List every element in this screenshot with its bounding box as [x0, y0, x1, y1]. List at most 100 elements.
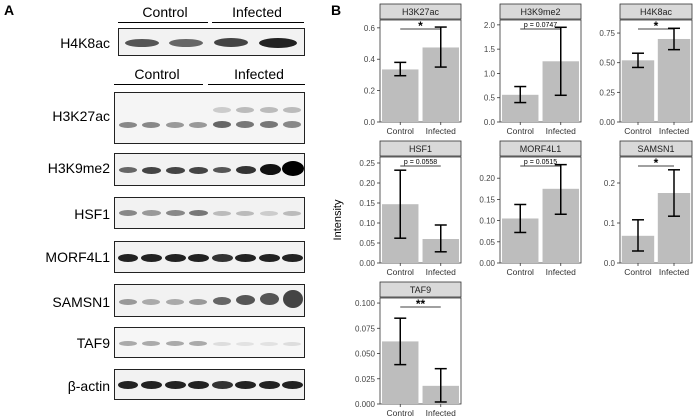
y-tick-label: 0.00 [599, 118, 615, 127]
x-tick-label: Control [507, 126, 535, 136]
facet-strip [499, 140, 582, 157]
facet-h4k8ac: H4K8ac 0.00 0.25 0.50 0.75 Control Infected * [599, 3, 693, 136]
facet-h3k9me2: H3K9me2 0.0 0.5 1.0 1.5 2.0 Control Infected p =… [484, 3, 582, 136]
x-tick-label: Control [624, 267, 652, 277]
facet-title: SAMSN1 [637, 144, 674, 154]
y-tick-label: 0.4 [364, 55, 376, 64]
y-tick-label: 1.0 [484, 69, 496, 78]
y-tick-label: 0.20 [479, 174, 495, 183]
facet-strip [619, 140, 693, 157]
y-tick-label: 0.50 [599, 59, 615, 68]
label-h3k9me2: H3K9me2 [47, 160, 110, 176]
facet-strip [379, 3, 462, 20]
label-beta-actin: β-actin [67, 378, 110, 394]
facet-title: HSF1 [409, 144, 432, 154]
blot-h3k9me2 [114, 153, 305, 186]
label-h3k27ac: H3K27ac [52, 108, 110, 124]
blot-morf4l1 [114, 241, 305, 273]
facet-taf9: TAF9 0.000 0.025 0.050 0.075 0.100 Control Infe… [355, 281, 462, 416]
y-tick-label: 0.000 [355, 400, 376, 409]
facet-hsf1: HSF1 0.00 0.05 0.10 0.15 0.20 0.25 Control Infec… [359, 140, 462, 277]
facet-strip [379, 281, 462, 298]
y-tick-label: 0.025 [355, 375, 376, 384]
facet-grid: H3K27ac 0.0 0.2 0.4 0.6 Control Infected * H3K9m… [355, 3, 693, 416]
y-tick-label: 0.05 [359, 239, 375, 248]
x-tick-label: Infected [659, 267, 690, 277]
bar-infected [657, 38, 691, 122]
top-group-infected: Infected [232, 4, 282, 20]
y-tick-label: 0.1 [604, 219, 616, 228]
y-tick-label: 0.075 [355, 324, 376, 333]
x-tick-label: Control [387, 126, 415, 136]
significance-label: ** [416, 297, 426, 311]
facet-title: MORF4L1 [520, 144, 562, 154]
facet-title: H4K8ac [640, 7, 673, 17]
main-group-control-line [114, 84, 203, 85]
blot-samsn1 [114, 284, 305, 317]
y-tick-label: 0.100 [355, 299, 376, 308]
x-tick-label: Control [387, 267, 415, 277]
x-tick-label: Infected [546, 267, 577, 277]
significance-label: p = 0.0515 [524, 159, 557, 166]
bar-control [621, 60, 655, 122]
main-group-infected: Infected [234, 66, 284, 82]
y-tick-label: 0.6 [364, 24, 376, 33]
y-tick-label: 0.25 [359, 159, 375, 168]
y-tick-label: 0.10 [359, 219, 375, 228]
x-tick-label: Infected [659, 126, 690, 136]
significance-label: * [654, 19, 659, 33]
top-group-control: Control [142, 4, 188, 20]
y-tick-label: 0.05 [479, 238, 495, 247]
y-tick-label: 2.0 [484, 21, 496, 30]
y-tick-label: 0.10 [479, 217, 495, 226]
y-tick-label: 0.0 [364, 118, 376, 127]
x-tick-label: Infected [426, 126, 457, 136]
x-tick-label: Control [624, 126, 652, 136]
facet-strip [499, 3, 582, 20]
panel-b-letter: B [331, 2, 342, 18]
x-tick-label: Control [507, 267, 535, 277]
label-h4k8ac: H4K8ac [60, 35, 110, 51]
y-tick-label: 0.00 [359, 259, 375, 268]
y-axis-label: Intensity [332, 199, 344, 240]
bar-control [382, 69, 419, 122]
y-tick-label: 0.2 [364, 87, 376, 96]
y-tick-label: 0.75 [599, 29, 615, 38]
y-tick-label: 0.5 [484, 94, 496, 103]
facet-strip [619, 3, 693, 20]
y-tick-label: 0.00 [479, 259, 495, 268]
significance-label: * [418, 19, 423, 33]
significance-label: p = 0.0747 [524, 22, 557, 29]
label-hsf1: HSF1 [74, 206, 110, 222]
x-tick-label: Infected [426, 408, 457, 416]
y-tick-label: 0.0 [604, 259, 616, 268]
panel-b-charts: Intensity H3K27ac 0.0 0.2 0.4 0.6 Control Infe… [332, 3, 693, 416]
x-tick-label: Infected [546, 126, 577, 136]
label-samsn1: SAMSN1 [52, 294, 110, 310]
top-group-infected-line [212, 22, 304, 23]
y-tick-label: 1.5 [484, 45, 496, 54]
y-tick-label: 0.15 [479, 195, 495, 204]
facet-title: TAF9 [410, 285, 431, 295]
facet-morf4l1: MORF4L1 0.00 0.05 0.10 0.15 0.20 Control Infect… [479, 140, 582, 277]
y-tick-label: 0.0 [484, 118, 496, 127]
main-group-infected-line [208, 84, 305, 85]
blot-taf9 [114, 327, 305, 358]
main-group-control: Control [134, 66, 180, 82]
blot-hsf1 [114, 197, 305, 229]
facet-strip [379, 140, 462, 157]
significance-label: * [654, 156, 659, 170]
facet-h3k27ac: H3K27ac 0.0 0.2 0.4 0.6 Control Infected * [364, 3, 462, 136]
label-morf4l1: MORF4L1 [45, 249, 110, 265]
y-tick-label: 0.20 [359, 179, 375, 188]
significance-label: p = 0.0558 [404, 159, 437, 166]
x-tick-label: Infected [426, 267, 457, 277]
label-taf9: TAF9 [76, 335, 110, 351]
top-group-control-line [118, 22, 208, 23]
panel-a-letter: A [4, 2, 15, 18]
y-tick-label: 0.25 [599, 88, 615, 97]
facet-title: H3K27ac [402, 7, 440, 17]
x-tick-label: Control [387, 408, 415, 416]
facet-samsn1: SAMSN1 0.0 0.1 0.2 Control Infected * [604, 140, 693, 277]
y-tick-label: 0.050 [355, 350, 376, 359]
